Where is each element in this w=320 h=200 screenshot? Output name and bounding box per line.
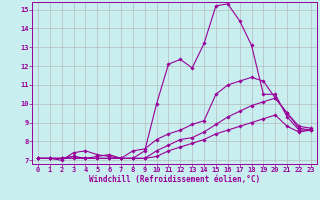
X-axis label: Windchill (Refroidissement éolien,°C): Windchill (Refroidissement éolien,°C) [89,175,260,184]
